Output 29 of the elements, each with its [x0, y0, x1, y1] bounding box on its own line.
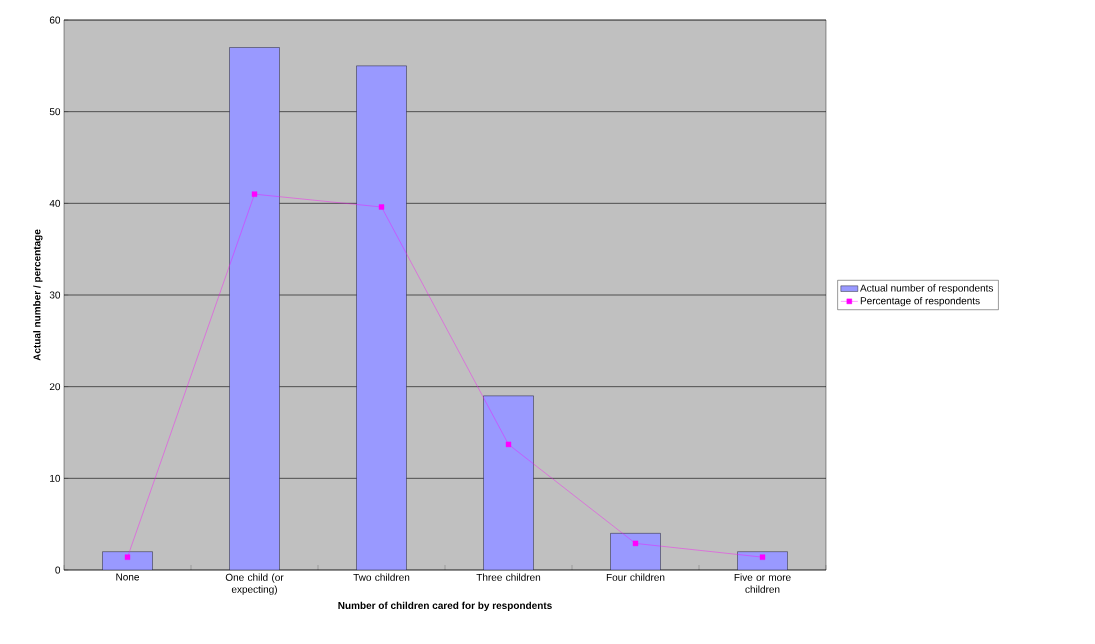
point	[378, 204, 385, 210]
y-tick-label: 20	[49, 383, 61, 391]
bar	[356, 65, 407, 570]
y-tick-label: 10	[50, 474, 61, 482]
point	[251, 191, 258, 197]
x-tick-label: Five or more children	[734, 573, 791, 593]
point	[759, 554, 766, 560]
x-tick-label: Three children	[476, 573, 541, 581]
x-tick-label: Two children	[353, 573, 410, 581]
x-tick-label: Four children	[606, 573, 665, 581]
y-axis-title: Actual number / percentage	[33, 229, 43, 361]
bar	[610, 533, 661, 570]
point	[632, 540, 639, 547]
bar	[229, 47, 280, 570]
y-tick-label: 50	[49, 108, 61, 116]
bar	[737, 551, 788, 570]
x-tick-label: One child (or expecting)	[225, 573, 284, 595]
y-tick-label: 60	[49, 16, 61, 24]
point	[505, 441, 512, 448]
bar	[483, 395, 534, 570]
bar	[102, 551, 153, 570]
x-tick-label: None	[116, 573, 140, 581]
x-axis-title: Number of children cared for by respondents	[338, 601, 552, 612]
point	[124, 554, 131, 560]
y-tick-label: 30	[49, 291, 61, 299]
y-tick-label: 40	[49, 199, 61, 207]
y-tick-label: 0	[55, 566, 61, 574]
legend-label: Percentage of respondents	[860, 296, 980, 307]
legend-label: Actual number of respondents	[860, 284, 994, 294]
